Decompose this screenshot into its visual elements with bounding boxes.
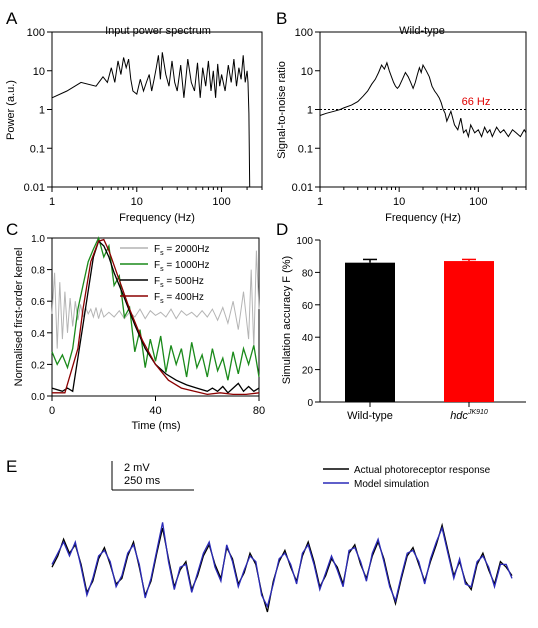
panel-d-ylabel: Simulation accuracy F (%) — [281, 256, 293, 384]
panel-c-ytick-label-5: 1.0 — [31, 234, 45, 245]
panel-a-ytick-label-2: 1 — [39, 105, 45, 117]
panel-c-ytick-label-2: 0.4 — [31, 329, 45, 340]
panel-a-letter: A — [6, 9, 18, 28]
panel-b-ytick-label-4: 100 — [295, 27, 313, 39]
panel-c-series-line-2 — [51, 240, 260, 394]
panel-c-legend-label-suffix: = 2000Hz — [164, 244, 210, 255]
panel-a-ticks: 1 10 100 0.01 0.1 1 10 100 — [24, 27, 263, 208]
panel-c-ytick-label-3: 0.6 — [31, 297, 45, 308]
panel-e-trace-1 — [51, 522, 513, 609]
panel-b-chart: Wild-type 1 10 100 0.01 0.1 1 10 100 66 Hz Freq… — [276, 25, 527, 224]
panel-c-legend-label-suffix: = 1000Hz — [164, 260, 210, 271]
panel-c-lines — [51, 236, 260, 396]
panel-d-category-label-0: Wild-type — [347, 410, 393, 422]
panel-b-annotation: 66 Hz — [462, 96, 491, 108]
panel-d-category-label-1-superscript: JK910 — [467, 409, 488, 416]
panel-a-frame — [51, 31, 263, 188]
panel-c-legend-label-3: Fs = 400Hz — [154, 292, 204, 305]
panel-a-power-line — [51, 52, 251, 188]
panel-b-letter: B — [276, 9, 287, 28]
panel-a-ytick-label-0: 0.01 — [24, 182, 45, 194]
panel-d-ytick-label-5: 100 — [296, 236, 313, 247]
panel-b-ytick-label-2: 1 — [307, 105, 313, 117]
panel-b-ylabel: Signal-to-noise ratio — [276, 61, 288, 159]
panel-b-xtick-label-1: 10 — [393, 196, 405, 208]
panel-b-xlabel: Frequency (Hz) — [385, 212, 461, 224]
panel-c-series-line-1 — [51, 236, 260, 381]
panel-a-xtick-label-0: 1 — [49, 196, 55, 208]
panel-a-chart: Input power spectrum 1 10 100 0.01 0.1 1 10 100… — [5, 25, 263, 224]
panel-b-xtick-label-0: 1 — [317, 196, 323, 208]
panel-a-xtick-label-1: 10 — [131, 196, 143, 208]
panel-a-xtick-label-2: 100 — [212, 196, 230, 208]
panel-c-legend-label-prefix: F — [154, 244, 160, 255]
panel-b-title: Wild-type — [399, 25, 445, 37]
panel-b-ytick-label-0: 0.01 — [292, 182, 313, 194]
panel-c-ticks: 0 40 80 0.0 0.2 0.4 0.6 0.8 1.0 — [31, 234, 265, 417]
panel-c-legend-label-suffix: = 400Hz — [164, 292, 204, 303]
panel-d-bar-1 — [444, 261, 494, 402]
panel-b-ytick-label-3: 10 — [301, 66, 313, 78]
panel-c-series-line-3 — [52, 238, 260, 396]
panel-c-legend-label-sub: s — [160, 282, 164, 289]
panel-c-ytick-label-4: 0.8 — [31, 266, 45, 277]
panel-a-ytick-label-4: 100 — [27, 27, 45, 39]
panel-e-scale-bar-h-label: 250 ms — [124, 475, 161, 487]
panel-d-ytick-label-3: 60 — [302, 301, 314, 312]
panel-c-legend-label-sub: s — [160, 298, 164, 305]
panel-d-ytick-label-2: 40 — [302, 333, 314, 344]
panel-e-legend-label-0: Actual photoreceptor response — [354, 465, 491, 476]
panel-d-bars — [345, 258, 494, 407]
panel-d-letter: D — [276, 220, 288, 239]
panel-e-traces — [51, 522, 513, 613]
panel-b-snr-line — [319, 61, 527, 139]
panel-b-ticks: 1 10 100 0.01 0.1 1 10 100 — [292, 27, 527, 208]
panel-c-legend-label-1: Fs = 1000Hz — [154, 260, 209, 273]
panel-a-ylabel: Power (a.u.) — [5, 80, 17, 140]
panel-c-legend-label-sub: s — [160, 250, 164, 257]
panel-c-letter: C — [6, 220, 18, 239]
panel-d-chart: 0 20 40 60 80 100 Wild-type hdcJK910 Simulati… — [281, 236, 526, 422]
panel-b-ytick-label-1: 0.1 — [298, 143, 313, 155]
panel-a-ytick-label-1: 0.1 — [30, 143, 45, 155]
panel-d-category-label-1: hdcJK910 — [450, 409, 488, 422]
panel-a-xlabel: Frequency (Hz) — [119, 212, 195, 224]
panel-c-legend-label-prefix: F — [154, 292, 160, 303]
panel-c-legend-label-suffix: = 500Hz — [164, 276, 204, 287]
panel-a-title: Input power spectrum — [105, 25, 211, 37]
panel-c-xtick-label-1: 40 — [149, 405, 161, 417]
panel-e-scale-bar-v-label: 2 mV — [124, 462, 150, 474]
panel-c-xtick-label-0: 0 — [49, 405, 55, 417]
panel-c-xtick-label-2: 80 — [253, 405, 265, 417]
panel-c-ytick-label-0: 0.0 — [31, 392, 45, 403]
panel-c-legend-label-prefix: F — [154, 276, 160, 287]
panel-e-chart: 2 mV 250 ms Actual photoreceptor respons… — [51, 461, 513, 613]
panel-b-frame — [319, 31, 527, 188]
panel-d-ytick-label-1: 20 — [302, 366, 314, 377]
panel-e-legend: Actual photoreceptor response Model simul… — [323, 465, 491, 490]
panel-c-legend-label-0: Fs = 2000Hz — [154, 244, 209, 257]
panel-c-legend-label-sub: s — [160, 266, 164, 273]
panel-e-letter: E — [6, 457, 17, 476]
panel-e-legend-label-1: Model simulation — [354, 479, 429, 490]
panel-c-xlabel: Time (ms) — [131, 420, 180, 432]
panel-d-ticks: 0 20 40 60 80 100 — [296, 236, 320, 409]
panel-a-ytick-label-3: 10 — [33, 66, 45, 78]
panel-c-legend-label-2: Fs = 500Hz — [154, 276, 204, 289]
panel-c-legend-label-prefix: F — [154, 260, 160, 271]
panel-c-ylabel: Normalised first-order kernel — [13, 248, 25, 387]
panel-c-ytick-label-1: 0.2 — [31, 360, 45, 371]
panel-d-ytick-label-0: 0 — [307, 398, 313, 409]
panel-d-bar-0 — [345, 262, 395, 402]
panel-d-category-label-1-base: hdc — [450, 410, 468, 422]
panel-d-ytick-label-4: 80 — [302, 268, 314, 279]
panel-e-trace-0 — [51, 522, 513, 613]
panel-c-series-line-0 — [51, 250, 260, 349]
panel-b-xtick-label-2: 100 — [469, 196, 487, 208]
